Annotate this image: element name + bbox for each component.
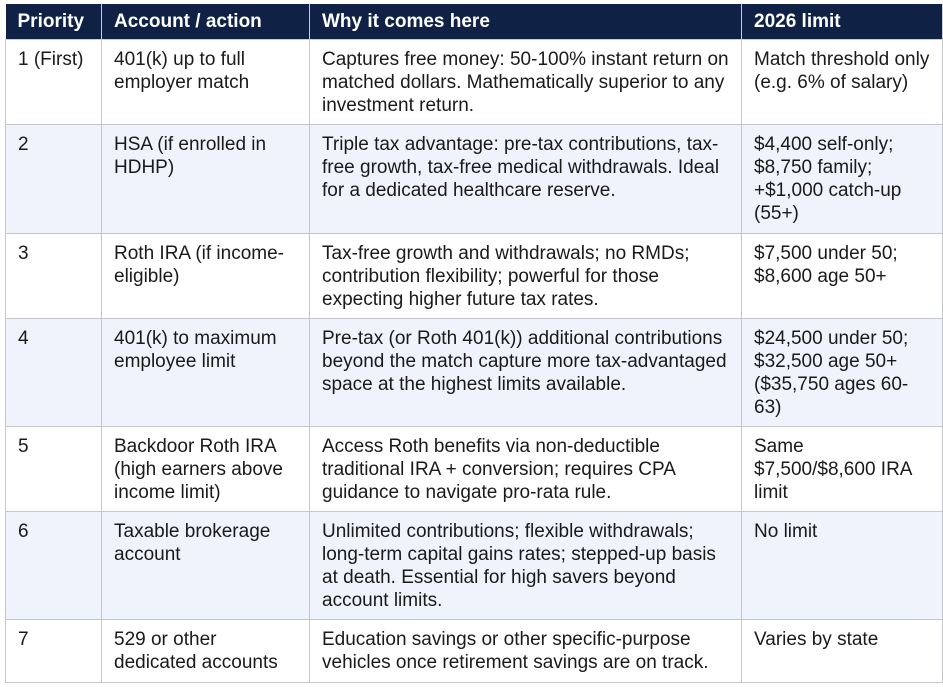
account-cell: Taxable brokerage account [101, 511, 310, 620]
limit-cell: $7,500 under 50; $8,600 age 50+ [741, 233, 943, 319]
header-row: Priority Account / action Why it comes h… [5, 4, 943, 40]
why-cell: Captures free money: 50-100% instant ret… [309, 39, 742, 125]
why-cell: Pre-tax (or Roth 401(k)) additional cont… [309, 318, 742, 427]
priority-cell: 7 [5, 619, 102, 683]
limit-cell: No limit [741, 511, 943, 620]
why-cell: Tax-free growth and withdrawals; no RMDs… [309, 233, 742, 319]
priority-cell: 6 [5, 511, 102, 620]
table-row: 6 Taxable brokerage account Unlimited co… [5, 511, 943, 620]
limit-cell: $24,500 under 50; $32,500 age 50+ ($35,7… [741, 318, 943, 427]
why-cell: Access Roth benefits via non-deductible … [309, 426, 742, 512]
why-cell: Education savings or other specific-purp… [309, 619, 742, 683]
limit-cell: $4,400 self-only; $8,750 family; +$1,000… [741, 124, 943, 234]
why-cell: Triple tax advantage: pre-tax contributi… [309, 124, 742, 234]
table-row: 1 (First) 401(k) up to full employer mat… [5, 39, 943, 125]
header-why: Why it comes here [309, 4, 742, 40]
priority-cell: 5 [5, 426, 102, 512]
limit-cell: Same $7,500/$8,600 IRA limit [741, 426, 943, 512]
table-row: 4 401(k) to maximum employee limit Pre-t… [5, 318, 943, 427]
header-limit: 2026 limit [741, 4, 943, 40]
account-cell: HSA (if enrolled in HDHP) [101, 124, 310, 234]
priority-cell: 4 [5, 318, 102, 427]
limit-cell: Match threshold only (e.g. 6% of salary) [741, 39, 943, 125]
account-cell: 529 or other dedicated accounts [101, 619, 310, 683]
account-cell: 401(k) up to full employer match [101, 39, 310, 125]
priority-cell: 3 [5, 233, 102, 319]
savings-priority-table: Priority Account / action Why it comes h… [5, 4, 943, 683]
header-account: Account / action [101, 4, 310, 40]
why-cell: Unlimited contributions; flexible withdr… [309, 511, 742, 620]
priority-cell: 2 [5, 124, 102, 234]
limit-cell: Varies by state [741, 619, 943, 683]
account-cell: Roth IRA (if income-eligible) [101, 233, 310, 319]
header-priority: Priority [5, 4, 102, 40]
account-cell: 401(k) to maximum employee limit [101, 318, 310, 427]
table-row: 3 Roth IRA (if income-eligible) Tax-free… [5, 233, 943, 319]
account-cell: Backdoor Roth IRA (high earners above in… [101, 426, 310, 512]
table-row: 7 529 or other dedicated accounts Educat… [5, 619, 943, 683]
table-row: 5 Backdoor Roth IRA (high earners above … [5, 426, 943, 512]
table-row: 2 HSA (if enrolled in HDHP) Triple tax a… [5, 124, 943, 234]
priority-cell: 1 (First) [5, 39, 102, 125]
